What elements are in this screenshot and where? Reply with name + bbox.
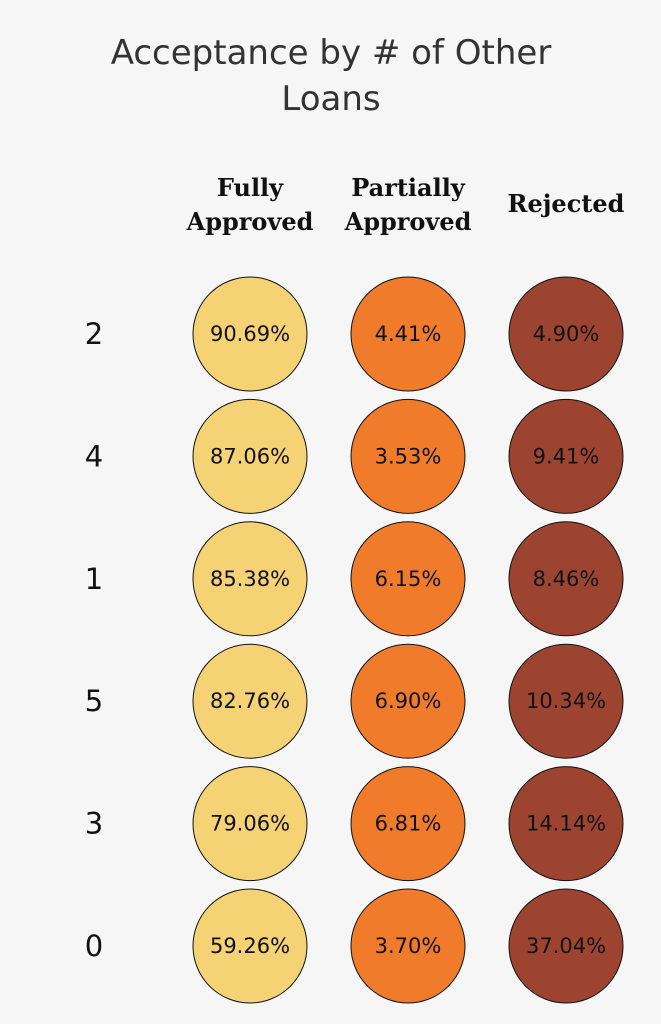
- column-header-label: Approved: [344, 207, 472, 236]
- row-label: 2: [85, 317, 103, 351]
- cell-circle: [508, 276, 624, 392]
- cell-circle: [192, 888, 308, 1004]
- cell-value-label: 10.34%: [526, 689, 606, 713]
- cell-value-label: 3.53%: [375, 444, 442, 468]
- row-label: 4: [85, 439, 103, 473]
- cell-circle: [350, 276, 466, 392]
- cell-value-label: 90.69%: [210, 322, 290, 346]
- row-label: 5: [85, 684, 103, 718]
- cell-circle: [350, 888, 466, 1004]
- row-label: 1: [85, 562, 103, 596]
- cell-value-label: 37.04%: [526, 934, 606, 958]
- cell-circle: [350, 643, 466, 759]
- cell-circle: [508, 643, 624, 759]
- column-header-label: Rejected: [508, 189, 625, 218]
- cell-value-label: 4.90%: [533, 322, 600, 346]
- cell-circle: [192, 276, 308, 392]
- column-header-label: Fully: [217, 173, 284, 202]
- cell-value-label: 85.38%: [210, 567, 290, 591]
- cell-circle: [192, 521, 308, 637]
- cell-circle: [192, 398, 308, 514]
- cell-value-label: 9.41%: [533, 444, 600, 468]
- cell-value-label: 82.76%: [210, 689, 290, 713]
- cell-value-label: 14.14%: [526, 812, 606, 836]
- cell-circle: [350, 521, 466, 637]
- cell-value-label: 59.26%: [210, 934, 290, 958]
- cell-circle: [192, 643, 308, 759]
- column-headers: Fully Approved Partially Approved Rejected: [186, 173, 625, 236]
- chart-title-line: Acceptance by # of Other: [111, 33, 552, 73]
- cell-value-label: 6.15%: [375, 567, 442, 591]
- cell-circle: [192, 766, 308, 882]
- cell-circle: [350, 766, 466, 882]
- cell-value-label: 4.41%: [375, 322, 442, 346]
- cell-value-label: 6.90%: [375, 689, 442, 713]
- cell-value-label: 79.06%: [210, 812, 290, 836]
- column-header-label: Approved: [186, 207, 314, 236]
- cell-circle: [508, 766, 624, 882]
- cell-circle: [508, 398, 624, 514]
- row-labels: 2 4 1 5 3 0: [85, 317, 103, 963]
- cell-circle: [508, 888, 624, 1004]
- cell-value-label: 8.46%: [533, 567, 600, 591]
- chart-title-line: Loans: [281, 79, 380, 119]
- cell-circle: [508, 521, 624, 637]
- cell-value-label: 87.06%: [210, 444, 290, 468]
- cells: 90.69% 4.41% 4.90% 87.06% 3.53% 9.41% 85.38% 6.…: [192, 276, 624, 1004]
- cell-value-label: 3.70%: [375, 934, 442, 958]
- cell-circle: [350, 398, 466, 514]
- row-label: 0: [85, 929, 103, 963]
- row-label: 3: [85, 807, 103, 841]
- column-header-label: Partially: [351, 173, 466, 202]
- chart-title: Acceptance by # of Other Loans: [111, 33, 552, 119]
- cell-value-label: 6.81%: [375, 812, 442, 836]
